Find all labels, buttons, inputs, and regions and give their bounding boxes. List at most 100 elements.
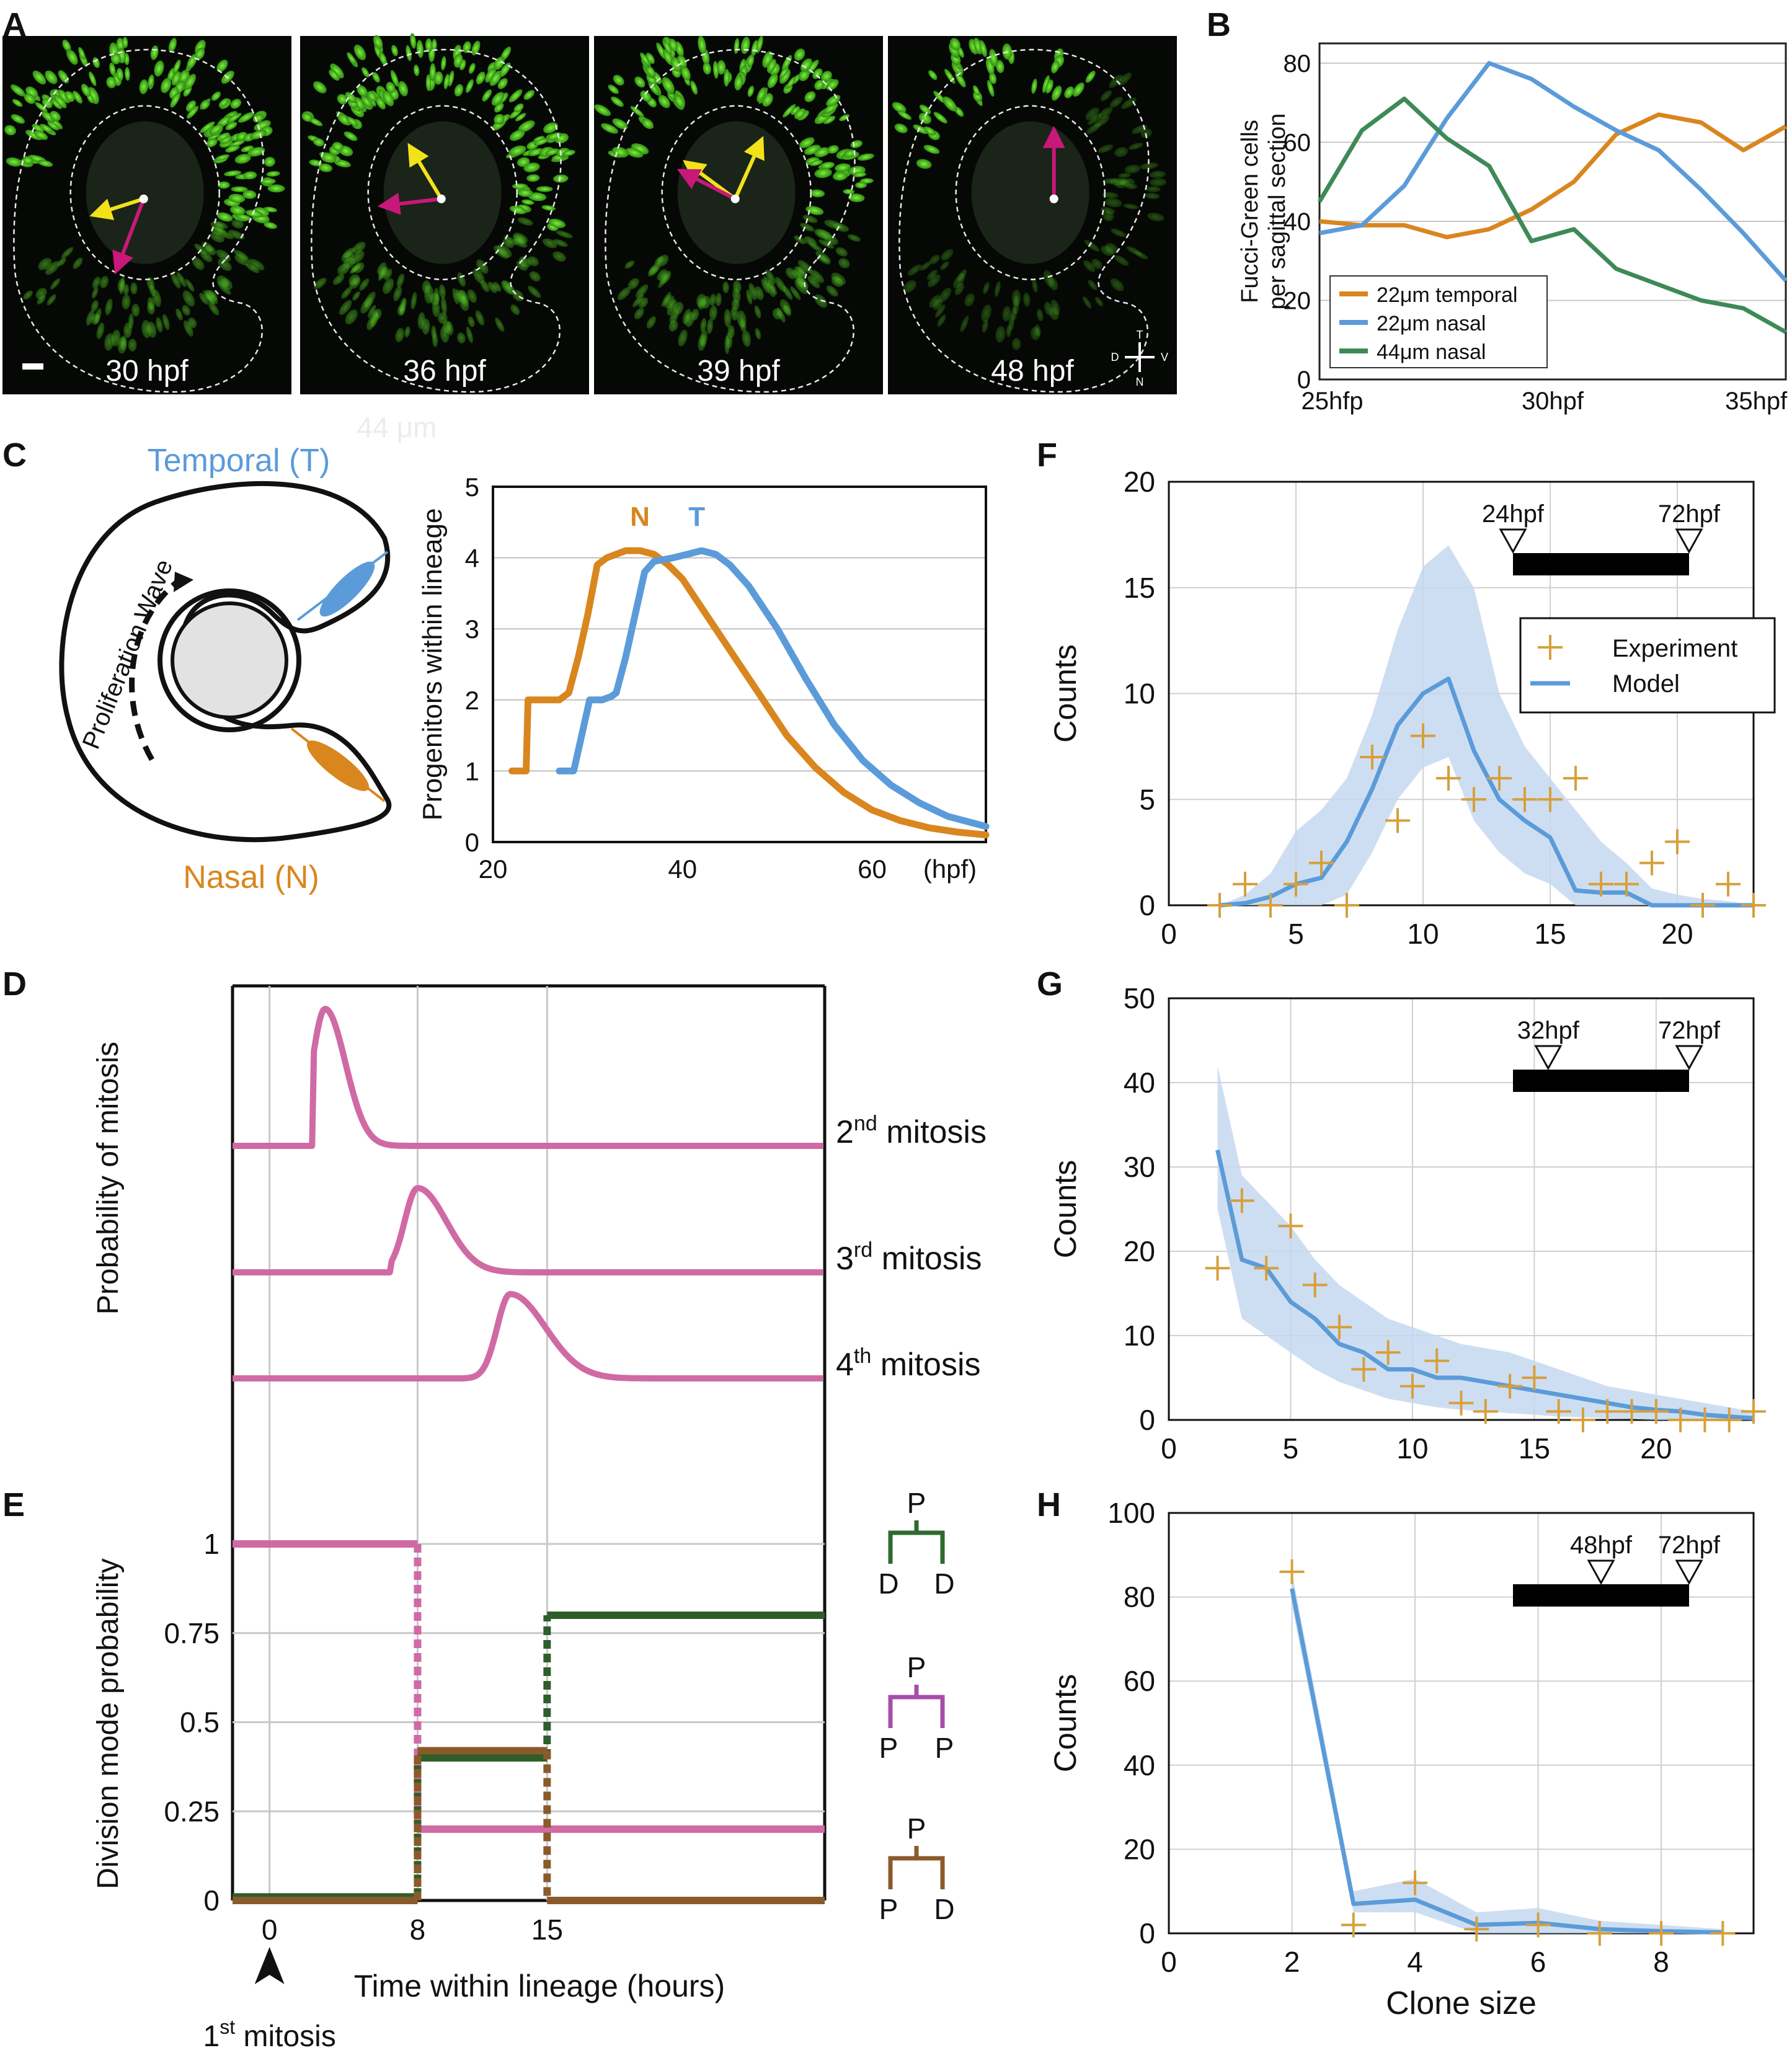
green-cell (53, 94, 67, 109)
green-cell (194, 243, 207, 255)
x-tick-label: 20 (479, 854, 508, 884)
green-cell (1095, 296, 1104, 307)
green-cell (429, 63, 436, 81)
lens-ring (157, 588, 301, 732)
green-cell (521, 199, 534, 205)
green-cell (981, 304, 991, 322)
nasal-label: Nasal (N) (183, 859, 319, 895)
experiment-point (1207, 893, 1232, 918)
curve-label-n: N (630, 502, 650, 532)
green-cell (247, 147, 265, 157)
green-cell (453, 53, 463, 68)
green-cell (211, 91, 221, 101)
y-tick-label: 0 (465, 828, 479, 857)
green-cell (739, 318, 747, 332)
experiment-point (1497, 1373, 1523, 1399)
timepoint-label: 30 hpf (105, 355, 189, 388)
series-line (1319, 112, 1787, 239)
green-cell (139, 79, 148, 94)
experiment-point (1619, 1399, 1644, 1424)
green-cell (724, 69, 730, 87)
lens (86, 121, 204, 264)
green-cell (249, 130, 267, 140)
plot-frame (1168, 1512, 1755, 1935)
green-cell (748, 283, 757, 301)
green-cell (38, 257, 52, 270)
green-cell (110, 53, 121, 64)
green-cell (466, 79, 474, 93)
green-cell (755, 328, 761, 340)
green-cell (33, 130, 48, 140)
green-cell (1098, 144, 1114, 153)
green-cell (492, 282, 502, 292)
experiment-point (1741, 1399, 1766, 1424)
green-cell (663, 39, 672, 56)
series-line (508, 547, 990, 838)
green-cell (1042, 75, 1050, 93)
green-cell (264, 156, 275, 167)
green-cell (814, 79, 825, 91)
green-cell (6, 157, 22, 167)
x-tick-label: 0 (1161, 1432, 1177, 1465)
green-cell (170, 92, 180, 108)
green-cell (234, 154, 251, 164)
experiment-point (1668, 1408, 1693, 1432)
green-cell (366, 316, 376, 330)
green-cell (794, 48, 805, 61)
y-tick-label: 1 (465, 756, 479, 786)
experiment-point (1403, 1870, 1428, 1896)
green-cell (502, 280, 516, 295)
green-cell (50, 278, 61, 290)
x-tick-label: 60 (858, 854, 887, 884)
green-cell (1114, 147, 1129, 157)
green-cell (847, 234, 861, 242)
green-cell (41, 111, 55, 123)
green-cell (989, 48, 998, 67)
green-cell (61, 247, 74, 259)
y-tick-label: 5 (465, 472, 479, 502)
green-cell (398, 81, 409, 97)
yellow-arrow (89, 197, 144, 220)
green-cell (528, 148, 544, 156)
green-cell (92, 57, 100, 68)
green-cell (416, 40, 424, 58)
green-cell (1049, 307, 1059, 321)
green-cell (517, 188, 533, 197)
experiment-point (1284, 871, 1308, 897)
green-cell (647, 265, 659, 277)
green-cell (548, 218, 566, 228)
green-cell (1100, 90, 1112, 101)
d-y-axis-label: Probability of mitosis (92, 1042, 125, 1315)
green-cell (105, 298, 113, 316)
green-cell (116, 37, 125, 52)
series-line (1319, 61, 1788, 282)
green-cell (857, 153, 874, 161)
x-tick-label: 8 (1653, 1946, 1669, 1978)
green-cell (404, 326, 410, 338)
first-mitosis-label: 1st mitosis (203, 2016, 336, 2053)
green-cell (218, 258, 232, 272)
green-cell (1083, 260, 1096, 272)
green-cell (989, 72, 997, 84)
green-cell (556, 230, 573, 239)
green-cell (982, 319, 988, 333)
green-cell (838, 258, 850, 268)
center-dot (139, 194, 148, 203)
green-cell (220, 278, 233, 290)
green-cell (1150, 178, 1167, 187)
green-cell (920, 261, 931, 271)
timepoint-label: 39 hpf (697, 355, 780, 388)
green-cell (794, 235, 806, 244)
green-cell (617, 286, 631, 300)
tree-parent: P (907, 1487, 926, 1519)
x-tick-label: 20 (1640, 1432, 1672, 1465)
green-cell (111, 329, 121, 347)
green-cell (390, 70, 399, 87)
green-cell (502, 239, 514, 248)
tree-right-child: D (934, 1567, 954, 1600)
green-cell (835, 163, 851, 172)
green-cell (154, 60, 164, 77)
green-cell (379, 51, 387, 66)
green-cell (446, 321, 454, 335)
green-cell (594, 104, 611, 117)
